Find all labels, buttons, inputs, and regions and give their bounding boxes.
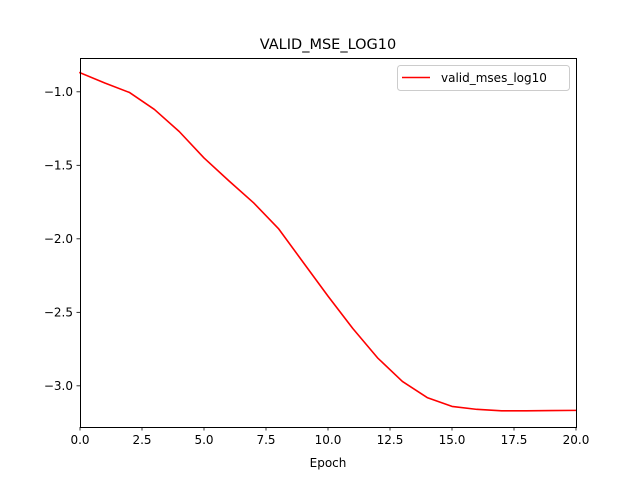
series-layer [78,71,577,412]
plot-area [78,58,577,428]
legend: valid_mses_log10 [397,65,570,91]
series-line-valid-mses-log10 [78,71,577,412]
x-tick-label: 15.0 [439,433,466,447]
y-tick-label: −2.5 [44,306,73,320]
x-tick-label: 20.0 [563,433,590,447]
y-axis-ticks: −1.0 −1.5 −2.0 −2.5 −3.0 [44,85,80,393]
x-tick-label: 0.0 [70,433,89,447]
axes-frame [80,58,577,428]
x-tick-label: 2.5 [132,433,151,447]
chart-title: VALID_MSE_LOG10 [260,37,396,53]
y-tick-label: −2.0 [44,232,73,246]
x-tick-label: 5.0 [194,433,213,447]
y-tick-label: −3.0 [44,379,73,393]
y-tick-label: −1.0 [44,85,73,99]
x-tick-label: 7.5 [256,433,275,447]
legend-label-valid-mses-log10: valid_mses_log10 [441,71,547,85]
x-tick-label: 17.5 [501,433,528,447]
x-axis-label: Epoch [310,456,347,470]
legend-box [397,65,570,91]
x-tick-label: 10.0 [315,433,342,447]
x-axis-ticks: 0.0 2.5 5.0 7.5 10.0 12.5 15.0 17.5 20.0 [70,427,589,447]
x-tick-label: 12.5 [377,433,404,447]
y-tick-label: −1.5 [44,159,73,173]
